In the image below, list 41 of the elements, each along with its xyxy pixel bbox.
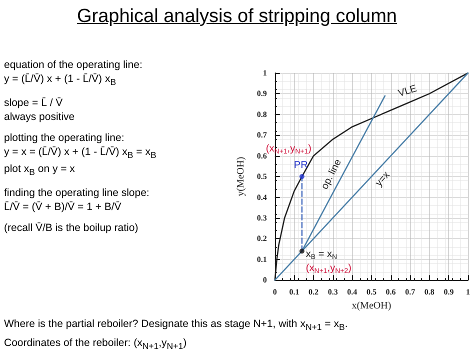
annotation: op. line xyxy=(319,157,344,192)
x-tick-label: 0.4 xyxy=(347,288,358,297)
text: y = (L̄/V̄) x + (1 - L̄/V̄) x$_{B}$ xyxy=(4,72,118,90)
x-tick-label: 0.7 xyxy=(405,288,416,297)
x-tick-label: 0.2 xyxy=(308,288,319,297)
x-tick-label: 0.5 xyxy=(366,288,376,297)
text: slope = L̄ / V̄ xyxy=(4,96,64,110)
text: finding the operating line slope: xyxy=(4,187,150,200)
text: plotting the operating line: xyxy=(4,131,126,146)
text: plot x$_{B}$ on y = x xyxy=(4,163,75,178)
y-tick-label: 0.6 xyxy=(256,151,267,160)
text: Coordinates of the reboiler: (x$_{N+1}$,y$_{N+1}$) xyxy=(4,336,188,354)
y-tick-label: 0.2 xyxy=(256,234,267,244)
annotation: VLE xyxy=(396,83,419,100)
y-tick-label: 0 xyxy=(262,276,267,285)
x-tick-label: 0.9 xyxy=(444,288,454,297)
x-tick-label: 0.1 xyxy=(289,288,300,297)
y-tick-label: 0.7 xyxy=(256,130,267,140)
y-tick-label: 1 xyxy=(262,68,267,78)
text: y = x = (L̄/V̄) x + (1 - L̄/V̄) x$_{B}$ = x$_{B}$ xyxy=(4,146,156,160)
y-tick-label: 0.9 xyxy=(256,89,267,98)
x-tick-label: 0.6 xyxy=(386,288,396,297)
x-tick-label: 0.3 xyxy=(328,288,338,297)
chart-title: Graphical analysis of stripping column xyxy=(76,6,398,28)
y-tick-label: 0.5 xyxy=(256,172,267,182)
y-tick-label: 0.8 xyxy=(256,110,267,119)
y-axis-title: y(MeOH) xyxy=(236,156,246,196)
text: L̄/V̄ = (V̄ + B)/V̄ = 1 + B/V̄ xyxy=(4,200,122,214)
annotation: PR xyxy=(294,160,308,172)
y-tick-label: 0.1 xyxy=(256,254,267,264)
x-axis-title: x(MeOH) xyxy=(352,300,392,312)
x-tick-label: 0.8 xyxy=(424,288,434,297)
text: equation of the operating line: xyxy=(4,58,144,72)
y-tick-label: 0.3 xyxy=(256,213,267,222)
text: (recall V̄/B is the boilup ratio) xyxy=(4,221,140,236)
y-tick-label: 0.4 xyxy=(256,192,267,202)
x-tick-label: 1 xyxy=(466,288,470,297)
annotation: y=x xyxy=(374,170,392,189)
text: always positive xyxy=(4,110,76,124)
text: Where is the partial reboiler? Designate this as stage N+1, with x$_{N+1}$ = x$_{B}$. xyxy=(4,317,349,334)
x-tick-label: 0 xyxy=(272,288,277,297)
